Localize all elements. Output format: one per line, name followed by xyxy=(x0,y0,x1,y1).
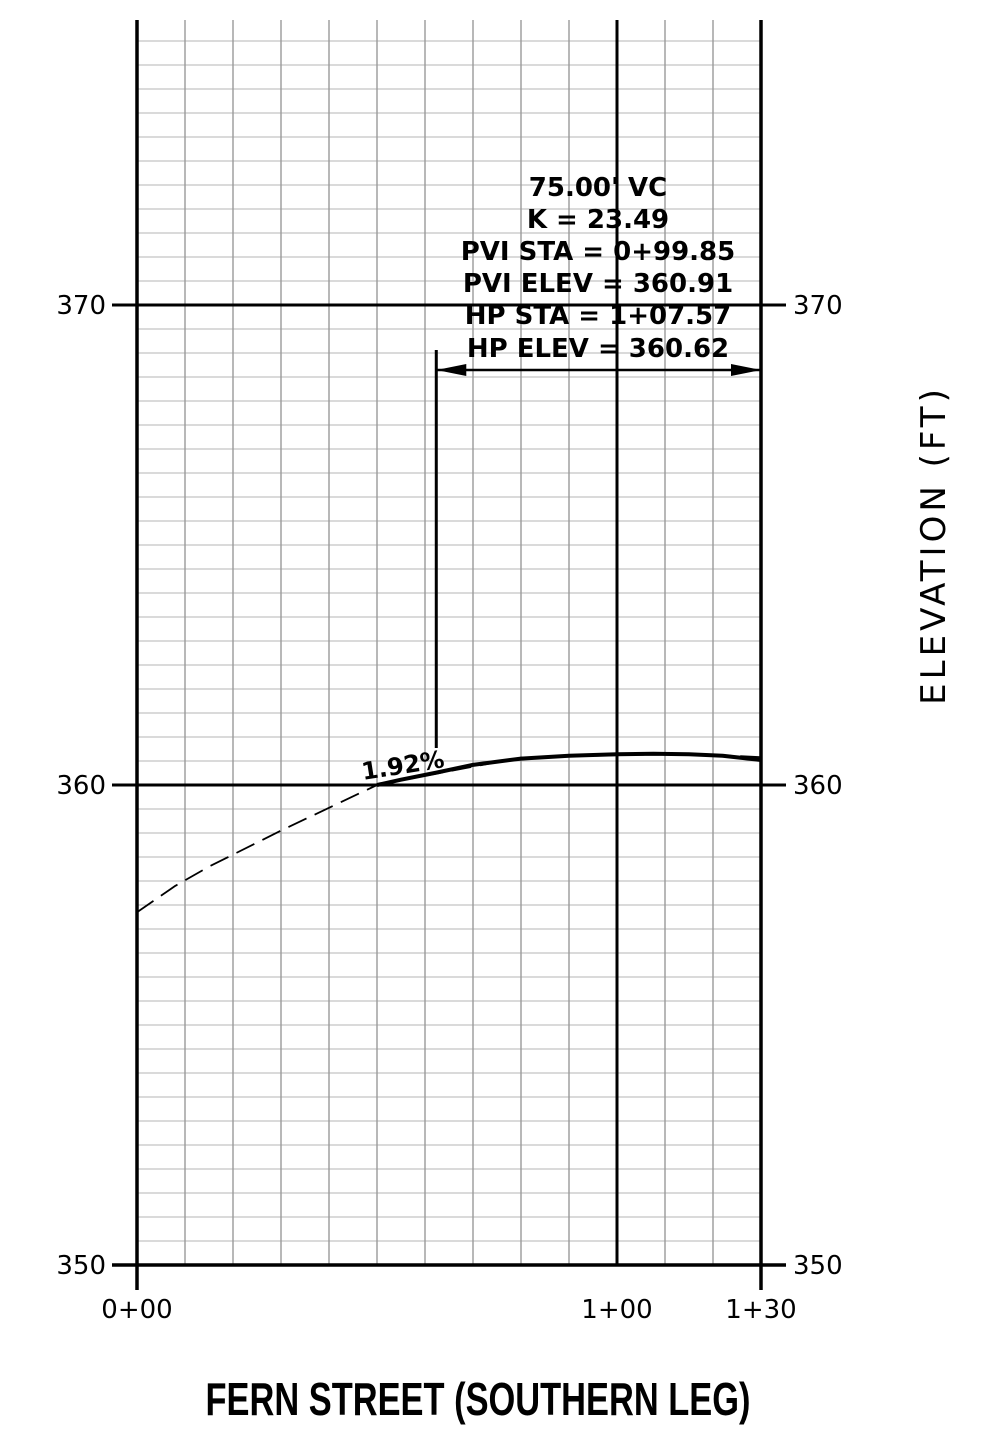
chart-title: FERN STREET (SOUTHERN LEG) xyxy=(206,1373,751,1425)
plot-frame xyxy=(112,20,786,1290)
y-tick-label-right: 370 xyxy=(793,291,843,321)
curve-annotation-line: K = 23.49 xyxy=(527,205,669,235)
curve-annotation-line: HP ELEV = 360.62 xyxy=(467,334,729,364)
y-tick-label-left: 360 xyxy=(56,771,106,801)
x-tick-label: 0+00 xyxy=(101,1295,172,1325)
curve-annotation-line: PVI STA = 0+99.85 xyxy=(461,237,735,267)
curve-annotation-line: HP STA = 1+07.57 xyxy=(465,301,731,331)
y-tick-label-right: 360 xyxy=(793,771,843,801)
curve-annotation-line: 75.00' VC xyxy=(529,173,667,203)
axis-ticks: 350 350 360 360 370 370 0+00 1+00 1+30 xyxy=(56,291,842,1325)
proposed-profile-line xyxy=(376,751,762,787)
y-tick-label-left: 370 xyxy=(56,291,106,321)
profile-series xyxy=(136,751,762,913)
y-tick-label-left: 350 xyxy=(56,1251,106,1281)
grid xyxy=(112,20,786,1266)
y-axis-title: ELEVATION (FT) xyxy=(914,385,954,705)
curve-annotation-line: PVI ELEV = 360.91 xyxy=(463,269,733,299)
x-tick-label: 1+30 xyxy=(725,1295,796,1325)
y-tick-label-right: 350 xyxy=(793,1251,843,1281)
x-tick-label: 1+00 xyxy=(581,1295,652,1325)
